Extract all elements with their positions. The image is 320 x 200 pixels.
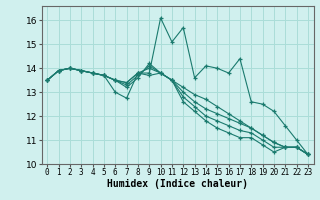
X-axis label: Humidex (Indice chaleur): Humidex (Indice chaleur) <box>107 179 248 189</box>
